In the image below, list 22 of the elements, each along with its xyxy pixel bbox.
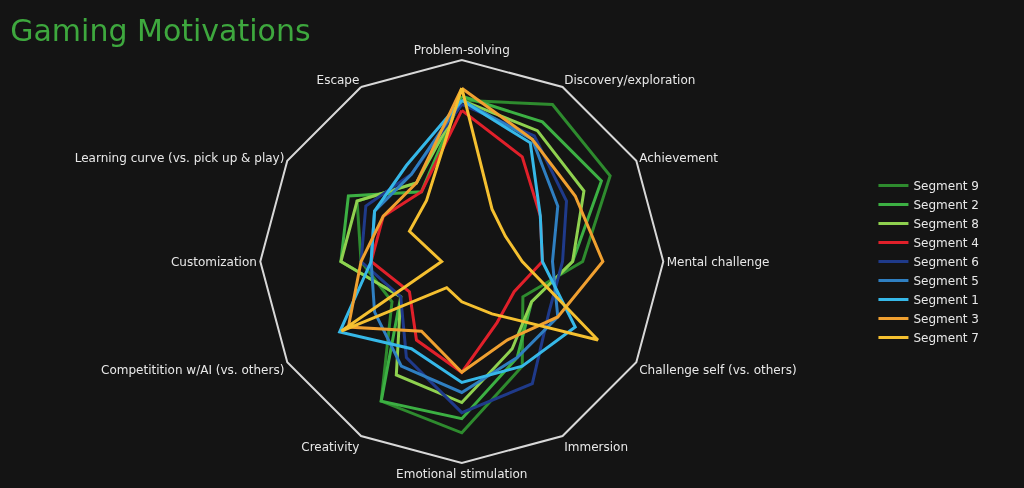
legend-label: Segment 3 [913,312,979,327]
legend-label: Segment 2 [913,198,979,213]
legend-label: Segment 7 [913,331,979,346]
spoke-label: Achievement [639,150,719,165]
spoke-label: Customization [170,254,257,269]
spoke-label: Escape [316,73,360,88]
spoke-label: Creativity [301,440,360,455]
spoke-label: Discovery/exploration [564,73,696,88]
spoke-label: Problem-solving [413,43,510,58]
legend-label: Segment 4 [913,236,979,251]
spoke-label: Competitition w/AI (vs. others) [101,362,285,377]
spoke-label: Mental challenge [666,254,770,269]
spoke-label: Emotional stimulation [396,467,528,482]
spoke-label: Challenge self (vs. others) [639,362,797,377]
legend-label: Segment 6 [913,255,979,270]
legend-label: Segment 8 [913,217,979,232]
legend-label: Segment 9 [913,179,979,194]
legend-label: Segment 1 [913,293,979,308]
spoke-label: Learning curve (vs. pick up & play) [74,150,285,165]
chart-title: Gaming Motivations [10,12,311,48]
spoke-label: Immersion [564,440,629,455]
legend-label: Segment 5 [913,274,979,289]
